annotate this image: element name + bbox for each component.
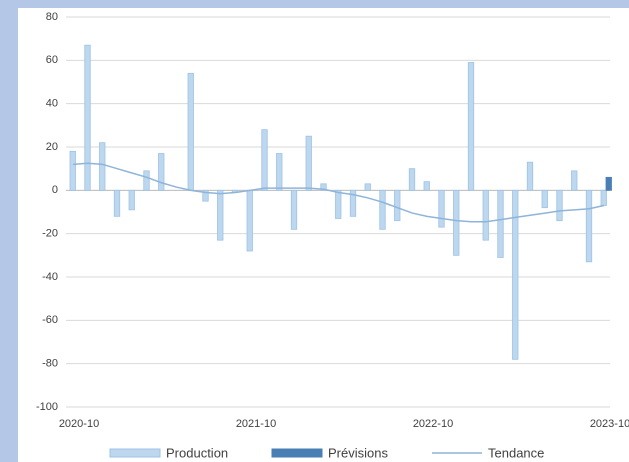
- x-tick-label: 2022-10: [413, 418, 453, 430]
- bar: [526, 161, 534, 191]
- trend-line: [72, 162, 605, 223]
- bar: [600, 189, 607, 206]
- x-tick-label: 2021-10: [236, 418, 276, 430]
- bar: [99, 142, 106, 191]
- bar: [467, 62, 475, 191]
- y-tick-label: 60: [46, 54, 58, 66]
- legend-label: Production: [166, 445, 228, 460]
- bar: [335, 189, 342, 219]
- bar: [261, 129, 268, 191]
- x-tick-label: 2020-10: [59, 418, 99, 430]
- bar: [128, 189, 135, 211]
- legend-swatch: [109, 448, 161, 458]
- bar: [438, 189, 445, 228]
- bar: [364, 183, 371, 191]
- x-tick-label: 2023-10: [590, 418, 629, 430]
- y-tick-label: 20: [46, 141, 58, 153]
- y-tick-label: 0: [52, 184, 58, 196]
- y-tick-label: -20: [42, 228, 58, 240]
- y-tick-label: 80: [46, 11, 58, 23]
- bar: [408, 168, 416, 191]
- bar: [187, 72, 194, 191]
- bar: [69, 150, 76, 191]
- bar: [217, 189, 224, 241]
- y-tick-label: -100: [36, 401, 58, 413]
- bar: [276, 153, 283, 191]
- bar: [113, 189, 121, 217]
- legend-label: Prévisions: [328, 445, 388, 460]
- legend-label: Tendance: [488, 445, 544, 460]
- bar: [482, 189, 489, 241]
- bar: [320, 183, 327, 191]
- y-tick-label: -80: [42, 358, 58, 370]
- bar: [497, 189, 504, 258]
- bar: [571, 170, 578, 191]
- bar: [202, 189, 209, 202]
- bar: [423, 181, 430, 191]
- y-tick-label: -60: [42, 314, 58, 326]
- bar: [246, 189, 253, 252]
- bar: [379, 189, 386, 230]
- bar: [394, 189, 401, 222]
- bar: [158, 153, 165, 191]
- bar: [453, 189, 460, 256]
- bar: [512, 189, 519, 360]
- bar: [290, 189, 298, 230]
- chart-area: [18, 8, 629, 462]
- bar: [143, 170, 150, 191]
- legend-swatch: [271, 448, 323, 458]
- bar: [349, 189, 357, 217]
- bar: [556, 189, 563, 222]
- bar: [541, 189, 548, 209]
- y-tick-label: 40: [46, 98, 58, 110]
- bar: [305, 135, 312, 191]
- bar: [605, 176, 612, 191]
- bar: [585, 189, 593, 263]
- y-tick-label: -40: [42, 271, 58, 283]
- bar: [84, 44, 91, 191]
